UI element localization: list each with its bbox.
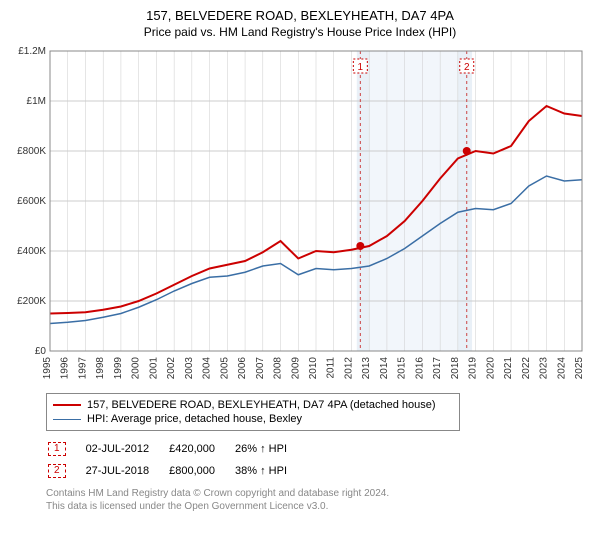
- legend-label: HPI: Average price, detached house, Bexl…: [87, 413, 302, 425]
- sale-delta: 26% ↑ HPI: [235, 439, 305, 459]
- legend-swatch: [53, 419, 81, 420]
- svg-text:£800K: £800K: [17, 146, 46, 157]
- sale-date: 27-JUL-2018: [86, 461, 168, 481]
- svg-text:1996: 1996: [60, 357, 71, 380]
- svg-text:2021: 2021: [503, 357, 514, 380]
- svg-text:2011: 2011: [326, 357, 337, 379]
- chart-svg: £0 £200K £400K £600K £800K £1M £1.2M 1995 1996 19…: [10, 45, 590, 385]
- sale-delta: 38% ↑ HPI: [235, 461, 305, 481]
- sales-table: 1 02-JUL-2012 £420,000 26% ↑ HPI 2 27-JU…: [46, 437, 307, 483]
- svg-text:2013: 2013: [361, 357, 372, 380]
- svg-text:£1M: £1M: [27, 96, 46, 107]
- chart-subtitle: Price paid vs. HM Land Registry's House …: [10, 25, 590, 39]
- legend-item: 157, BELVEDERE ROAD, BEXLEYHEATH, DA7 4P…: [53, 398, 453, 412]
- svg-text:2008: 2008: [273, 357, 284, 380]
- legend-swatch: [53, 404, 81, 406]
- chart-area: £0 £200K £400K £600K £800K £1M £1.2M 1995 1996 19…: [10, 45, 590, 385]
- legend-item: HPI: Average price, detached house, Bexl…: [53, 412, 453, 426]
- svg-text:1997: 1997: [77, 357, 88, 380]
- svg-text:2015: 2015: [397, 357, 408, 380]
- svg-text:2025: 2025: [574, 357, 585, 380]
- svg-text:1: 1: [358, 62, 364, 73]
- svg-text:2009: 2009: [290, 357, 301, 380]
- svg-text:2018: 2018: [450, 357, 461, 380]
- svg-text:2012: 2012: [343, 357, 354, 380]
- svg-text:2010: 2010: [308, 357, 319, 380]
- svg-text:1998: 1998: [95, 357, 106, 380]
- sale-date: 02-JUL-2012: [86, 439, 168, 459]
- sale-marker: 1: [48, 442, 66, 456]
- svg-text:2006: 2006: [237, 357, 248, 380]
- sale-price: £800,000: [169, 461, 233, 481]
- svg-text:2019: 2019: [468, 357, 479, 380]
- footnote-line: This data is licensed under the Open Gov…: [46, 501, 328, 512]
- svg-text:2014: 2014: [379, 357, 390, 380]
- svg-text:1999: 1999: [113, 357, 124, 380]
- legend: 157, BELVEDERE ROAD, BEXLEYHEATH, DA7 4P…: [46, 393, 460, 431]
- svg-text:2005: 2005: [219, 357, 230, 380]
- sale-marker: 2: [48, 464, 66, 478]
- chart-title: 157, BELVEDERE ROAD, BEXLEYHEATH, DA7 4P…: [10, 8, 590, 23]
- table-row: 2 27-JUL-2018 £800,000 38% ↑ HPI: [48, 461, 305, 481]
- svg-text:£0: £0: [35, 346, 47, 357]
- svg-text:2004: 2004: [202, 357, 213, 380]
- svg-text:£600K: £600K: [17, 196, 46, 207]
- svg-text:2017: 2017: [432, 357, 443, 380]
- svg-text:2007: 2007: [255, 357, 266, 380]
- svg-text:2024: 2024: [556, 357, 567, 380]
- svg-text:2002: 2002: [166, 357, 177, 380]
- svg-text:2: 2: [464, 62, 470, 73]
- footnote-line: Contains HM Land Registry data © Crown c…: [46, 488, 389, 499]
- sale-price: £420,000: [169, 439, 233, 459]
- svg-text:2000: 2000: [131, 357, 142, 380]
- svg-text:2022: 2022: [521, 357, 532, 380]
- svg-text:2020: 2020: [485, 357, 496, 380]
- svg-text:£200K: £200K: [17, 296, 46, 307]
- svg-text:1995: 1995: [42, 357, 53, 380]
- footnote: Contains HM Land Registry data © Crown c…: [46, 487, 588, 513]
- svg-text:2023: 2023: [539, 357, 550, 380]
- svg-text:£1.2M: £1.2M: [18, 46, 46, 57]
- svg-text:2016: 2016: [414, 357, 425, 380]
- table-row: 1 02-JUL-2012 £420,000 26% ↑ HPI: [48, 439, 305, 459]
- legend-label: 157, BELVEDERE ROAD, BEXLEYHEATH, DA7 4P…: [87, 399, 436, 411]
- svg-text:2001: 2001: [148, 357, 159, 380]
- svg-text:2003: 2003: [184, 357, 195, 380]
- svg-text:£400K: £400K: [17, 246, 46, 257]
- chart-container: { "title": "157, BELVEDERE ROAD, BEXLEYH…: [0, 0, 600, 517]
